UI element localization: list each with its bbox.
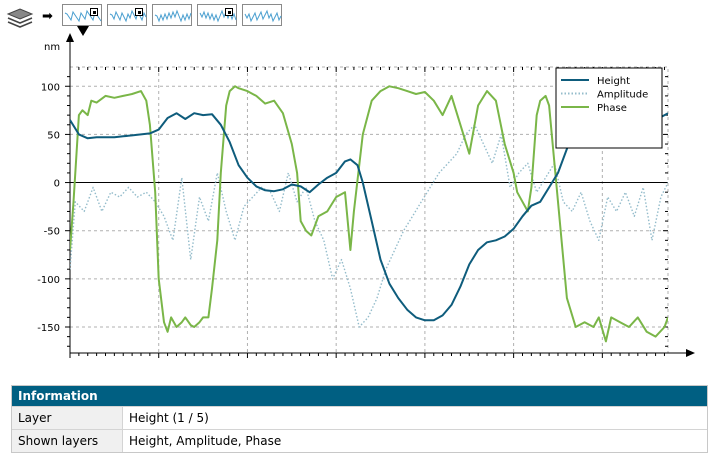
legend: Height Amplitude Phase: [555, 67, 663, 149]
info-value: Height (1 / 5): [129, 411, 209, 425]
info-key: Layer: [12, 407, 123, 429]
tick-labels: 0.00.51.01.52.02.53.0 µm100500-50-100-15…: [37, 82, 60, 334]
layer-stack-icon[interactable]: [6, 6, 36, 28]
info-row-layer: Layer Height (1 / 5): [12, 406, 707, 429]
y-tick-label: -50: [44, 227, 60, 238]
y-tick-label: 50: [47, 130, 60, 141]
series-line-phase: [70, 85, 668, 343]
thumbnail-marker-icon: [225, 8, 233, 16]
legend-label: Phase: [597, 103, 627, 114]
legend-label: Height: [597, 76, 630, 87]
y-axis-label: nm: [44, 42, 60, 53]
y-tick-label: -150: [37, 323, 60, 334]
thumbnail-marker-icon: [135, 8, 143, 16]
legend-label: Amplitude: [597, 90, 648, 101]
layer-thumbnail[interactable]: [242, 4, 282, 26]
selected-layer-indicator: [77, 26, 89, 36]
thumbnail-wave-icon: [154, 9, 192, 23]
arrow-right-icon: ➡: [42, 9, 53, 24]
series-line-amplitude: [70, 124, 668, 328]
y-tick-label: 0: [54, 179, 60, 190]
thumbnail-wave-icon: [109, 9, 147, 23]
thumbnail-wave-icon: [244, 9, 282, 23]
y-tick-label: 100: [41, 82, 60, 93]
information-panel: Information Layer Height (1 / 5) Shown l…: [11, 385, 708, 453]
y-tick-label: -100: [37, 275, 60, 286]
layer-thumbnail[interactable]: [62, 4, 102, 26]
info-key: Shown layers: [12, 430, 123, 452]
profile-chart: 0.00.51.01.52.02.53.0 µm100500-50-100-15…: [37, 33, 695, 358]
toolbar: ➡: [0, 0, 718, 36]
y-axis-arrow-icon: [66, 33, 74, 42]
info-heading: Information: [12, 386, 707, 406]
x-axis-arrow-icon: [686, 349, 695, 357]
series-line-height: [70, 99, 668, 322]
axes: [65, 33, 695, 358]
thumbnail-marker-icon: [90, 8, 98, 16]
layer-thumbnail[interactable]: [152, 4, 192, 26]
info-value: Height, Amplitude, Phase: [129, 434, 282, 448]
layer-thumbnail[interactable]: [107, 4, 147, 26]
series: [70, 85, 668, 343]
info-row-shown-layers: Shown layers Height, Amplitude, Phase: [12, 429, 707, 452]
layer-thumbnail[interactable]: [197, 4, 237, 26]
